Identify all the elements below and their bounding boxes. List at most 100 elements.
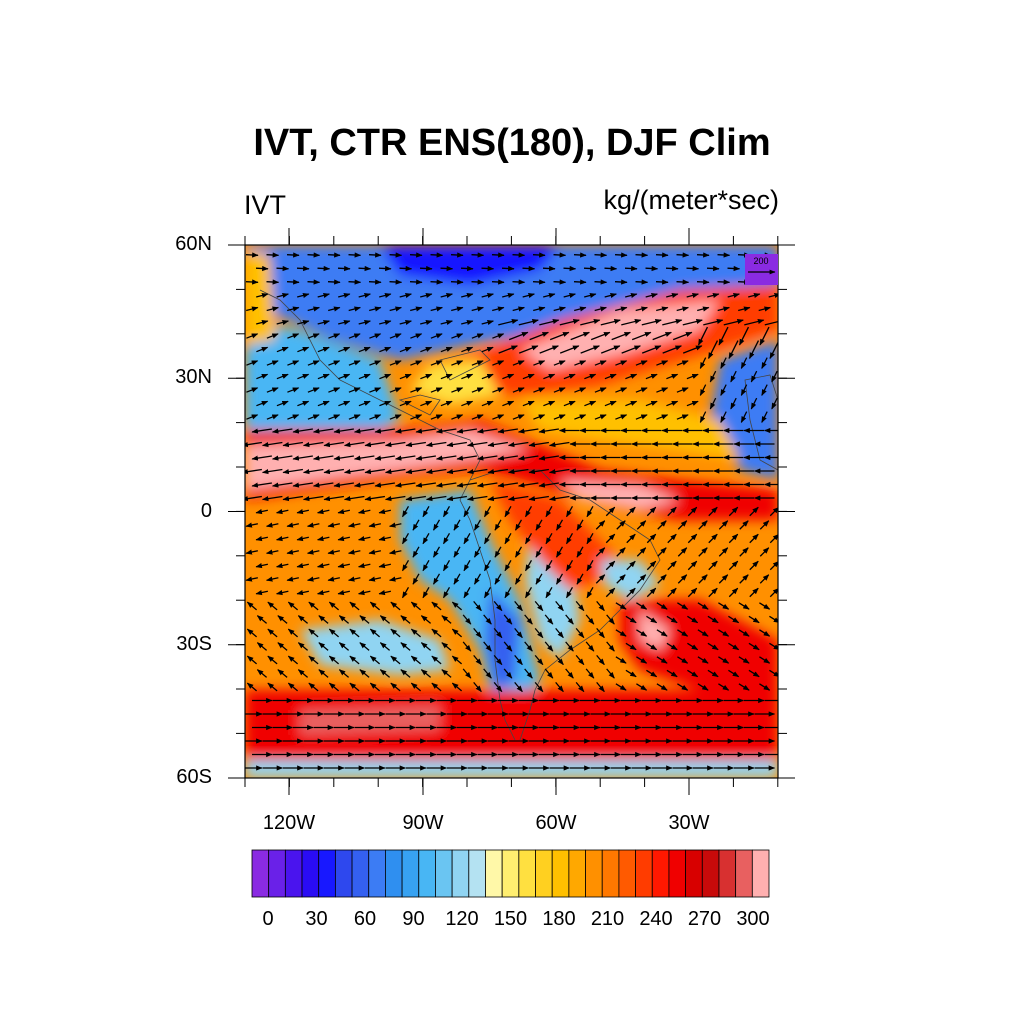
wind-vector <box>563 373 576 380</box>
wind-vector <box>687 669 699 678</box>
wind-vector <box>769 533 778 544</box>
wind-vector <box>430 279 444 285</box>
wind-vector <box>517 455 539 461</box>
wind-vector <box>481 346 494 353</box>
wind-vector <box>292 482 313 488</box>
wind-vector <box>555 654 564 666</box>
wind-vector <box>246 306 259 312</box>
wind-vector <box>730 370 737 383</box>
wind-vector <box>574 306 587 312</box>
wind-vector <box>718 602 730 610</box>
wind-vector <box>276 319 289 325</box>
wind-vector <box>512 252 526 258</box>
wind-vector <box>573 279 587 285</box>
wind-vector <box>483 586 492 599</box>
wind-vector <box>522 400 535 407</box>
wind-vector <box>657 520 667 530</box>
wind-vector <box>718 683 730 691</box>
wind-vector <box>555 600 564 612</box>
lat-label: 0 <box>200 500 212 522</box>
wind-vector <box>267 655 278 665</box>
wind-vector <box>625 642 637 651</box>
wind-vector <box>625 292 638 298</box>
wind-vector <box>462 614 472 625</box>
wind-vector <box>422 559 430 572</box>
wind-vector <box>645 400 658 407</box>
wind-vector <box>748 615 760 624</box>
wind-vector <box>524 641 533 652</box>
wind-vector <box>635 360 648 366</box>
wind-vector <box>440 319 453 325</box>
wind-vector <box>677 547 688 557</box>
wind-vector <box>759 326 770 346</box>
wind-vector <box>442 505 451 518</box>
wind-vector <box>420 615 432 624</box>
wind-vector <box>676 279 690 285</box>
wind-vector <box>616 574 626 584</box>
wind-vector <box>656 602 668 610</box>
wind-vector <box>677 574 688 584</box>
wind-vector <box>718 326 729 346</box>
wind-vector <box>431 628 442 638</box>
wind-vector <box>497 482 518 488</box>
wind-vector <box>296 265 310 272</box>
wind-vector <box>369 682 381 692</box>
wind-vector <box>590 331 611 341</box>
wind-vector <box>453 573 461 585</box>
wind-vector <box>583 265 597 272</box>
wind-vector <box>328 414 341 420</box>
wind-vector <box>389 279 403 285</box>
plot-title: IVT, CTR ENS(180), DJF Clim <box>253 122 771 164</box>
wind-vector <box>517 428 539 434</box>
wind-vector <box>656 387 669 393</box>
wind-vector <box>400 615 411 624</box>
wind-vector <box>555 627 564 639</box>
colorbar-box <box>651 849 670 898</box>
wind-vector <box>410 414 423 420</box>
wind-vector <box>266 387 279 393</box>
wind-vector <box>343 495 365 502</box>
wind-vector <box>555 573 564 585</box>
wind-vector <box>570 331 590 341</box>
wind-vector <box>615 602 627 610</box>
wind-vector <box>543 373 556 380</box>
wind-vector <box>545 505 553 518</box>
wind-vector <box>451 628 463 638</box>
wind-vector <box>286 576 299 582</box>
wind-vector <box>611 331 631 341</box>
wind-vector <box>718 574 729 584</box>
wind-vector <box>697 306 710 312</box>
colorbar-box <box>585 849 603 898</box>
wind-vector <box>596 681 605 693</box>
wind-vector <box>369 414 382 420</box>
wind-vector <box>656 656 668 664</box>
wind-vector <box>378 589 391 596</box>
wind-vector <box>758 306 771 312</box>
wind-vector <box>677 602 689 610</box>
wind-vector <box>687 615 699 624</box>
wind-vector <box>522 373 535 380</box>
wind-vector <box>246 682 258 692</box>
wind-vector <box>764 318 778 326</box>
wind-vector <box>390 682 401 692</box>
wind-vector <box>501 265 515 272</box>
wind-vector <box>676 252 690 258</box>
wind-vector <box>535 519 543 531</box>
wind-vector <box>625 669 637 678</box>
wind-vector <box>338 615 350 624</box>
wind-vector <box>425 468 447 475</box>
wind-vector <box>481 400 494 407</box>
wind-vector <box>473 600 482 612</box>
wind-vector <box>323 468 344 475</box>
wind-vector <box>432 573 441 585</box>
wind-vector <box>276 346 289 353</box>
wind-vector <box>641 318 662 326</box>
wind-vector <box>605 533 616 544</box>
wind-vector <box>358 589 371 596</box>
wind-vector <box>286 279 300 285</box>
wind-vector <box>740 357 748 369</box>
wind-vector <box>514 654 523 666</box>
wind-vector <box>473 681 482 693</box>
wind-vector <box>410 601 422 611</box>
wind-vector <box>409 279 423 285</box>
